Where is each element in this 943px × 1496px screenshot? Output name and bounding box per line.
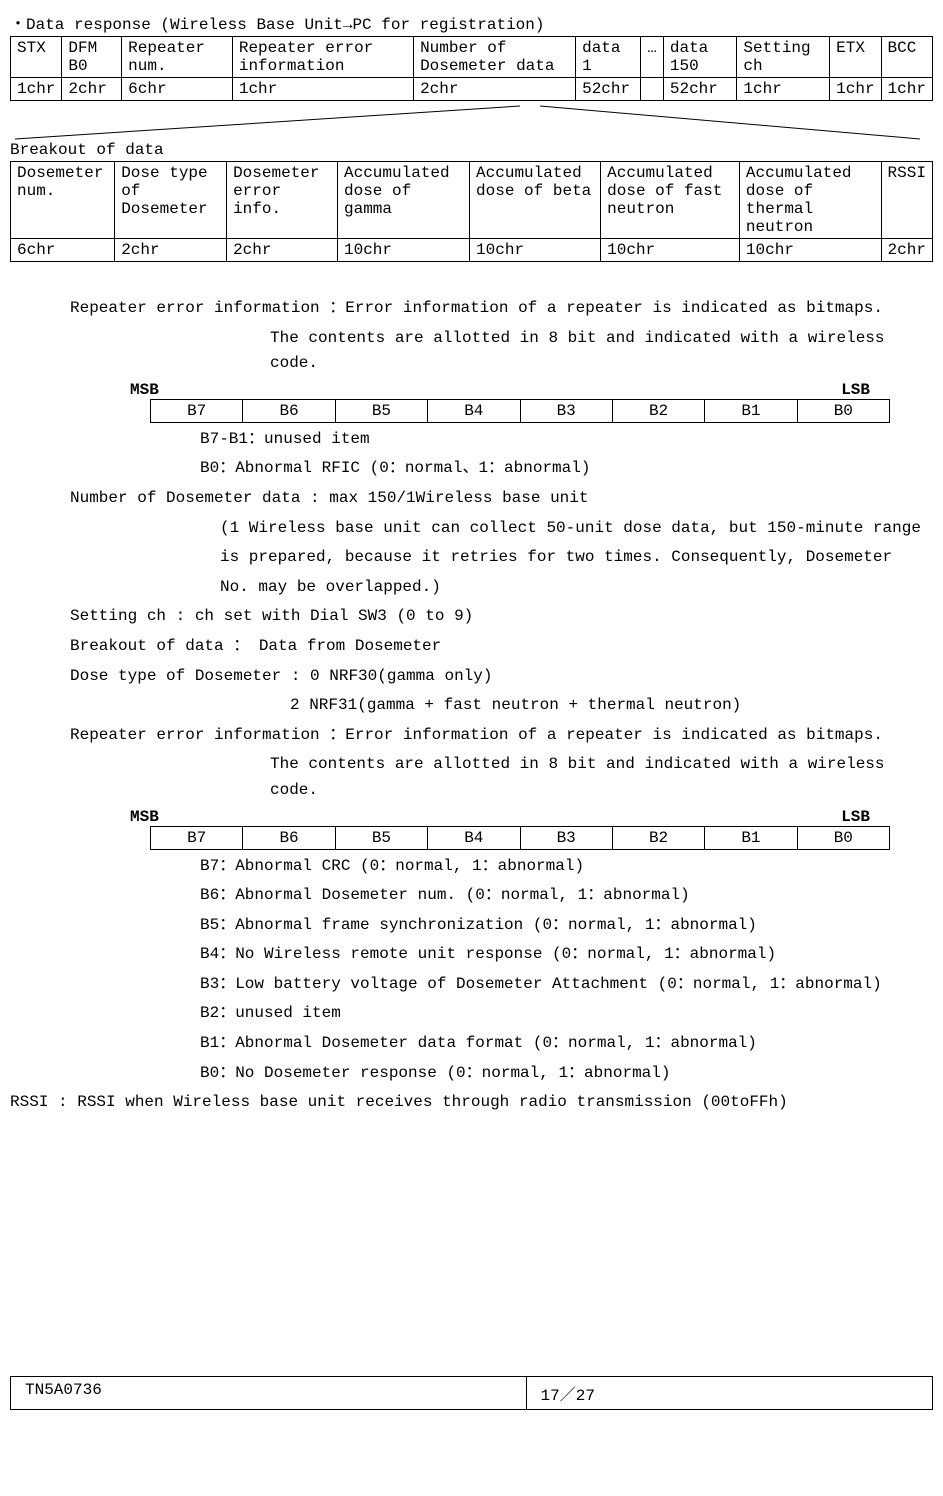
table-cell: Accumulated dose of thermal neutron — [739, 162, 881, 239]
body-text: Repeater error information ：Error inform… — [70, 723, 933, 749]
table-cell: data 1 — [576, 37, 641, 78]
table-cell: 6chr — [11, 239, 115, 262]
body-text: The contents are allotted in 8 bit and i… — [270, 326, 933, 377]
bit-cell: B1 — [705, 826, 797, 849]
bit-cell: B6 — [243, 826, 335, 849]
msb-label: MSB — [130, 808, 159, 826]
body-text: B6：Abnormal Dosemeter num. (0：normal, 1：… — [200, 883, 933, 909]
bit-cell: B5 — [335, 399, 427, 422]
table-cell: data 150 — [663, 37, 737, 78]
table-cell: 52chr — [663, 78, 737, 101]
body-text: Repeater error information ：Error inform… — [70, 296, 933, 322]
body-text: Number of Dosemeter data : max 150/1Wire… — [70, 486, 933, 512]
table-row: Dosemeter num. Dose type of Dosemeter Do… — [11, 162, 933, 239]
body-text: B3：Low battery voltage of Dosemeter Atta… — [200, 972, 933, 998]
table-cell: Accumulated dose of beta — [470, 162, 601, 239]
table-cell: 2chr — [115, 239, 227, 262]
lsb-label: LSB — [841, 808, 870, 826]
table-cell: 10chr — [338, 239, 470, 262]
body-text: (1 Wireless base unit can collect 50-uni… — [220, 516, 933, 542]
table-cell: 52chr — [576, 78, 641, 101]
table-cell: ETX — [830, 37, 881, 78]
table-cell: Repeater num. — [122, 37, 233, 78]
table-cell — [641, 78, 664, 101]
bit-cell: B4 — [428, 826, 520, 849]
table-cell: 6chr — [122, 78, 233, 101]
body-text: B0：No Dosemeter response (0：normal, 1：ab… — [200, 1061, 933, 1087]
bit-cell: B0 — [797, 399, 889, 422]
bit-cell: B5 — [335, 826, 427, 849]
bit-cell: B6 — [243, 399, 335, 422]
table-cell: 1chr — [232, 78, 413, 101]
body-text: Setting ch : ch set with Dial SW3 (0 to … — [70, 604, 933, 630]
bit-cell: B3 — [520, 826, 612, 849]
table-cell: 2chr — [414, 78, 576, 101]
table-cell: Accumulated dose of fast neutron — [601, 162, 740, 239]
table-cell: 10chr — [470, 239, 601, 262]
msb-label: MSB — [130, 381, 159, 399]
table-cell: Repeater error information — [232, 37, 413, 78]
table-cell: Dosemeter num. — [11, 162, 115, 239]
bit-cell: B0 — [797, 826, 889, 849]
body-text: B0：Abnormal RFIC (0：normal、1：abnormal) — [200, 456, 933, 482]
bit-cell: B2 — [612, 826, 704, 849]
body-text: B1：Abnormal Dosemeter data format (0：nor… — [200, 1031, 933, 1057]
data-response-table: STX DFM B0 Repeater num. Repeater error … — [10, 36, 933, 101]
body-text: Breakout of data ： Data from Dosemeter — [70, 634, 933, 660]
table-cell: 10chr — [739, 239, 881, 262]
body-text: B7-B1：unused item — [200, 427, 933, 453]
body-text: Dose type of Dosemeter : 0 NRF30(gamma o… — [70, 664, 933, 690]
table-cell: Accumulated dose of gamma — [338, 162, 470, 239]
lsb-label: LSB — [841, 381, 870, 399]
bit-cell: B7 — [151, 399, 243, 422]
table-cell: BCC — [881, 37, 932, 78]
table-row: B7 B6 B5 B4 B3 B2 B1 B0 — [151, 826, 890, 849]
page-number: 17／27 — [526, 1376, 932, 1409]
table-row: 6chr 2chr 2chr 10chr 10chr 10chr 10chr 2… — [11, 239, 933, 262]
table-cell: 2chr — [62, 78, 122, 101]
table-cell: DFM B0 — [62, 37, 122, 78]
table-row: B7 B6 B5 B4 B3 B2 B1 B0 — [151, 399, 890, 422]
table-cell: STX — [11, 37, 62, 78]
bit-cell: B7 — [151, 826, 243, 849]
doc-number: TN5A0736 — [11, 1376, 527, 1409]
bit-table-2: B7 B6 B5 B4 B3 B2 B1 B0 — [150, 826, 890, 850]
body-text: 2 NRF31(gamma + fast neutron + thermal n… — [290, 693, 933, 719]
bit-cell: B4 — [428, 399, 520, 422]
table-cell: 1chr — [830, 78, 881, 101]
bit-table-1: B7 B6 B5 B4 B3 B2 B1 B0 — [150, 399, 890, 423]
table-cell: Dosemeter error info. — [227, 162, 338, 239]
breakout-table: Dosemeter num. Dose type of Dosemeter Do… — [10, 161, 933, 262]
body-text: The contents are allotted in 8 bit and i… — [270, 752, 933, 803]
table-cell: RSSI — [881, 162, 932, 239]
body-text: RSSI : RSSI when Wireless base unit rece… — [10, 1090, 933, 1116]
section-title: ・Data response (Wireless Base Unit→PC fo… — [10, 10, 933, 34]
bit-cell: B1 — [705, 399, 797, 422]
table-row: STX DFM B0 Repeater num. Repeater error … — [11, 37, 933, 78]
bit-cell: B2 — [612, 399, 704, 422]
table-cell: 10chr — [601, 239, 740, 262]
body-text: B7：Abnormal CRC (0：normal, 1：abnormal) — [200, 854, 933, 880]
table-cell: Setting ch — [737, 37, 830, 78]
breakout-label: Breakout of data — [10, 141, 933, 159]
table-row: 1chr 2chr 6chr 1chr 2chr 52chr 52chr 1ch… — [11, 78, 933, 101]
table-cell: 1chr — [11, 78, 62, 101]
table-cell: 2chr — [227, 239, 338, 262]
body-text: B4：No Wireless remote unit response (0：n… — [200, 942, 933, 968]
body-text: B5：Abnormal frame synchronization (0：nor… — [200, 913, 933, 939]
bit-cell: B3 — [520, 399, 612, 422]
body-text: No. may be overlapped.) — [220, 575, 933, 601]
table-cell: Dose type of Dosemeter — [115, 162, 227, 239]
table-cell: … — [641, 37, 664, 78]
table-cell: 1chr — [881, 78, 932, 101]
body-text: B2：unused item — [200, 1001, 933, 1027]
table-cell: 1chr — [737, 78, 830, 101]
body-text: is prepared, because it retries for two … — [220, 545, 933, 571]
table-cell: 2chr — [881, 239, 932, 262]
table-cell: Number of Dosemeter data — [414, 37, 576, 78]
connector-lines — [10, 101, 933, 141]
